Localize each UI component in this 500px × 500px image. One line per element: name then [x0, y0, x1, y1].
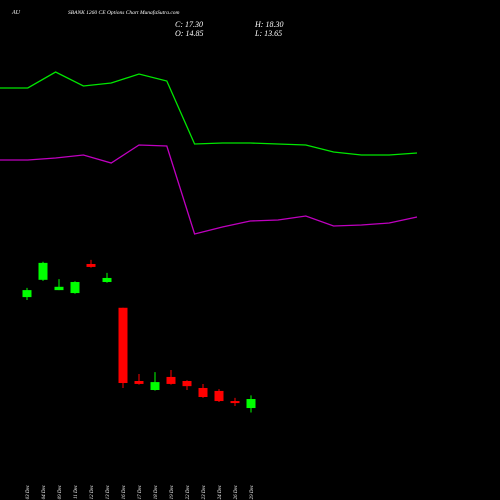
x-tick-label: 18 Dec [154, 484, 159, 499]
candle-body [150, 382, 160, 391]
x-tick-label: 03 Dec [26, 484, 31, 499]
x-tick-label: 22 Dec [186, 484, 191, 499]
x-tick-label: 24 Dec [218, 484, 223, 499]
candle-body [182, 380, 192, 387]
candle-body [214, 390, 224, 402]
overlay-line [0, 71, 418, 156]
candle-body [54, 286, 64, 291]
x-tick-label: 19 Dec [170, 484, 175, 499]
info-open: O: 14.85 [175, 29, 203, 38]
symbol: AU [11, 10, 21, 16]
candle-body [22, 290, 32, 298]
candle-body [118, 307, 128, 384]
x-tick-label: 26 Dec [234, 484, 239, 499]
info-low: L: 13.65 [254, 29, 282, 38]
info-close: C: 17.30 [175, 20, 203, 29]
candle-body [198, 387, 208, 398]
candle-body [38, 262, 48, 280]
candle-body [102, 277, 112, 283]
x-tick-label: 29 Dec [250, 484, 255, 499]
info-high: H: 18.30 [254, 20, 283, 29]
x-tick-label: 09 Dec [58, 484, 63, 499]
candle-body [134, 380, 144, 384]
chart-title: SBANK 1260 CE Options Chart MunafaSutra.… [68, 9, 180, 16]
overlay-line [0, 144, 418, 235]
x-tick-label: 23 Dec [202, 484, 207, 499]
candle-body [166, 376, 176, 384]
x-tick-label: 11 Dec [74, 484, 79, 499]
candle-body [86, 263, 96, 267]
x-tick-label: 04 Dec [42, 484, 47, 499]
candle-body [70, 282, 80, 294]
x-tick-label: 12 Dec [90, 484, 95, 499]
candle-body [246, 399, 256, 409]
x-tick-label: 17 Dec [138, 484, 143, 499]
x-tick-label: 13 Dec [106, 484, 111, 499]
candle-body [230, 401, 240, 404]
x-tick-label: 16 Dec [122, 484, 127, 499]
